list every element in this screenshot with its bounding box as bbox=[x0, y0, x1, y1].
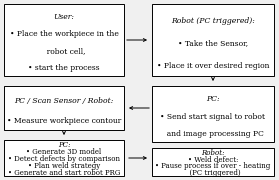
Bar bbox=[4, 4, 124, 76]
Text: • Generate and start robot PRG: • Generate and start robot PRG bbox=[8, 169, 120, 177]
Text: • start the process: • start the process bbox=[28, 64, 100, 72]
Text: • Generate 3D model: • Generate 3D model bbox=[27, 148, 102, 156]
Text: User:: User: bbox=[54, 13, 74, 21]
Text: Robot:: Robot: bbox=[201, 149, 225, 157]
Text: • Measure workpiece contour: • Measure workpiece contour bbox=[7, 117, 121, 125]
Text: • Send start signal to robot: • Send start signal to robot bbox=[160, 113, 266, 121]
Text: PC:: PC: bbox=[58, 141, 70, 149]
Text: • Take the Sensor,: • Take the Sensor, bbox=[178, 39, 248, 47]
Text: • Weld defect:: • Weld defect: bbox=[188, 156, 238, 164]
Text: • Detect defects by comparison: • Detect defects by comparison bbox=[8, 155, 120, 163]
Bar bbox=[152, 4, 274, 76]
Text: PC:: PC: bbox=[206, 95, 220, 103]
Bar bbox=[4, 86, 124, 130]
Text: • Place it over desired region: • Place it over desired region bbox=[157, 62, 269, 70]
Text: Robot (PC triggered):: Robot (PC triggered): bbox=[171, 17, 255, 25]
Bar bbox=[152, 86, 274, 142]
Bar bbox=[4, 140, 124, 176]
Text: • Pause process if over - heating: • Pause process if over - heating bbox=[155, 162, 271, 170]
Text: • Plan weld strategy: • Plan weld strategy bbox=[28, 162, 100, 170]
Bar bbox=[152, 148, 274, 176]
Text: PC / Scan Sensor / Robot:: PC / Scan Sensor / Robot: bbox=[14, 97, 114, 105]
Text: and image processing PC: and image processing PC bbox=[162, 130, 264, 138]
Text: (PC triggered): (PC triggered) bbox=[185, 169, 241, 177]
Text: robot cell,: robot cell, bbox=[42, 47, 86, 55]
Text: • Place the workpiece in the: • Place the workpiece in the bbox=[9, 30, 119, 38]
